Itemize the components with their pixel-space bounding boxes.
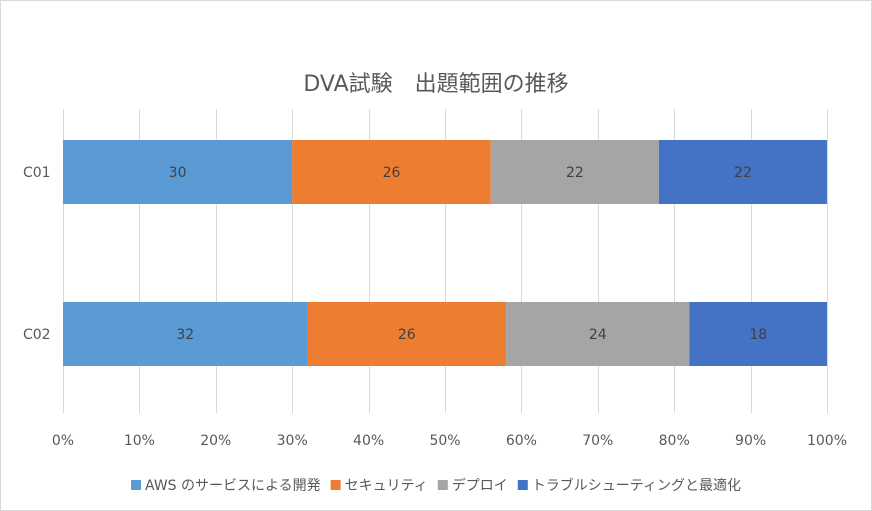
data-label: 18 <box>749 327 767 343</box>
legend-swatch <box>131 480 142 490</box>
bar-segment <box>63 140 293 204</box>
x-tick-label: 50% <box>429 433 460 449</box>
legend-label: トラブルシューティングと最適化 <box>532 477 741 494</box>
legend-swatch <box>437 480 448 490</box>
x-tick-label: 40% <box>353 433 384 449</box>
bar-segment <box>307 302 507 366</box>
legend-label: AWS のサービスによる開発 <box>145 478 321 494</box>
chart-title: DVA試験 出題範囲の推移 <box>303 72 568 97</box>
x-tick-label: 30% <box>277 433 308 449</box>
legend: AWS のサービスによる開発 セキュリティ デプロイ トラブルシューティングと最適化 <box>131 477 741 494</box>
x-tick-label: 20% <box>200 433 231 449</box>
bars: 30 26 22 22 32 26 24 18 <box>63 140 827 366</box>
bar-segment <box>63 302 308 366</box>
legend-swatch <box>517 480 528 490</box>
x-tick-label: 100% <box>807 433 847 449</box>
axes: 0% 10% 20% 30% 40% 50% 60% 70% 80% 90% 100% C01 C02 <box>23 165 847 449</box>
bar-segment <box>490 140 659 204</box>
bar-segment <box>658 140 827 204</box>
bar-segment <box>689 302 827 366</box>
bar-segment <box>292 140 491 204</box>
x-tick-label: 90% <box>735 433 766 449</box>
legend-label: デプロイ <box>452 477 508 494</box>
data-label: 24 <box>589 327 607 343</box>
data-label: 32 <box>176 327 194 343</box>
data-label: 22 <box>734 165 752 181</box>
x-tick-label: 0% <box>52 433 74 449</box>
x-tick-label: 60% <box>506 433 537 449</box>
data-label: 30 <box>169 165 187 181</box>
legend-label: セキュリティ <box>345 478 428 494</box>
bar-segment <box>506 302 690 366</box>
category-label: C01 <box>23 165 51 181</box>
x-tick-label: 10% <box>124 433 155 449</box>
category-label: C02 <box>23 327 51 343</box>
data-label: 26 <box>383 165 401 181</box>
x-tick-label: 80% <box>659 433 690 449</box>
x-tick-label: 70% <box>582 433 613 449</box>
data-label: 22 <box>566 165 584 181</box>
data-label: 26 <box>398 327 416 343</box>
legend-swatch <box>330 480 341 490</box>
